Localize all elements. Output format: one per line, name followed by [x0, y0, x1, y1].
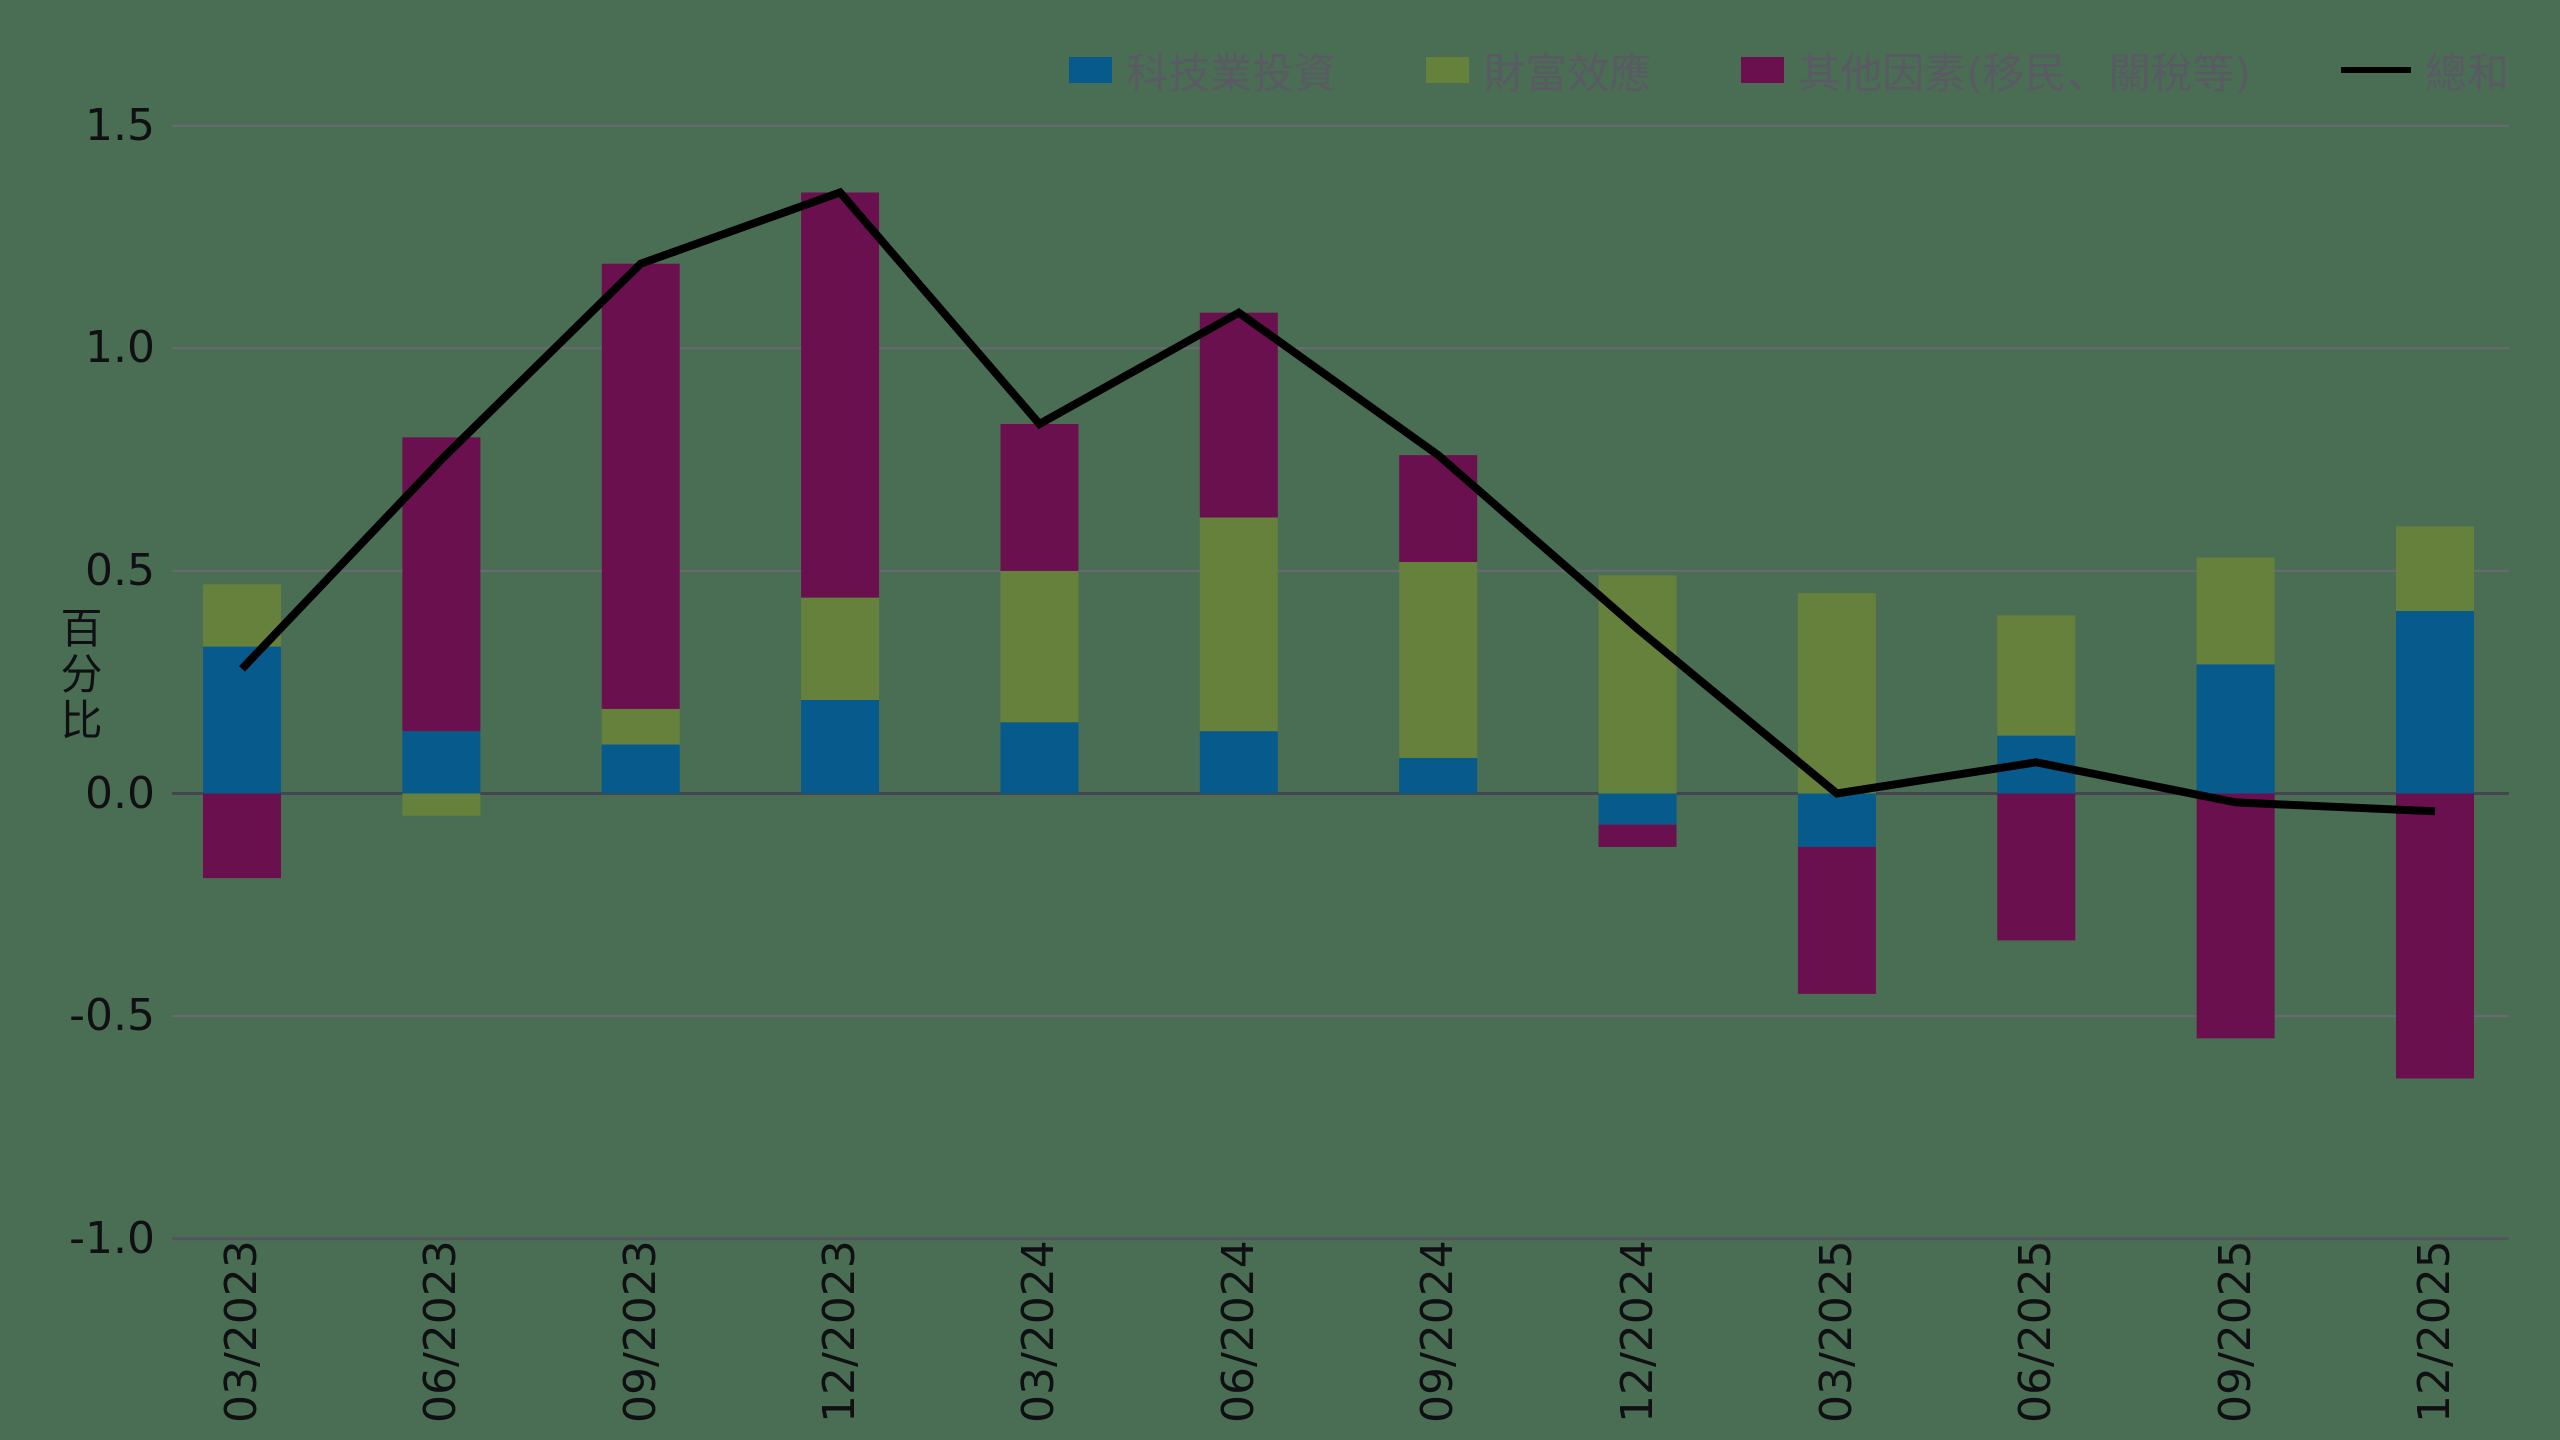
bar-segment — [203, 646, 281, 794]
legend-color-swatch — [1069, 57, 1113, 83]
bar-segment — [1199, 517, 1278, 732]
bar-segment — [2196, 557, 2275, 665]
bar-segment — [801, 192, 880, 598]
y-tick-label: -0.5 — [69, 990, 155, 1042]
x-tick-label: 03/2024 — [1013, 1239, 1065, 1423]
legend-label: 財富效應 — [1483, 48, 1652, 98]
x-tick-label: 12/2024 — [1611, 1239, 1663, 1423]
legend-label: 總和 — [2424, 48, 2509, 98]
bar-segment — [1797, 846, 1876, 994]
bar-segment — [1399, 757, 1478, 794]
x-tick-label: 03/2025 — [1810, 1239, 1862, 1423]
x-tick-label: 06/2025 — [2010, 1239, 2062, 1423]
bar-segment — [402, 793, 481, 816]
bar-segment — [2395, 526, 2474, 611]
x-tick-label: 09/2024 — [1412, 1239, 1464, 1423]
bar-segment — [801, 700, 880, 794]
legend-line-swatch — [2340, 67, 2411, 73]
legend-color-swatch — [1426, 57, 1470, 83]
bar-segment — [1997, 793, 2076, 941]
bar-segment — [1199, 312, 1278, 518]
bar-segment — [601, 708, 680, 745]
bar-segment — [2395, 610, 2474, 794]
bar-segment — [601, 263, 680, 709]
x-tick-label: 09/2023 — [614, 1239, 666, 1423]
y-tick-label: 1.0 — [85, 322, 155, 374]
bar-segment — [1797, 593, 1876, 794]
x-tick-label: 06/2024 — [1212, 1239, 1264, 1423]
legend-item: 總和 — [2340, 40, 2509, 101]
legend-label: 其他因素(移民、關稅等) — [1798, 48, 2251, 98]
y-tick-label: -1.0 — [69, 1212, 155, 1264]
y-tick-label: 0.0 — [85, 767, 155, 819]
x-tick-label: 12/2025 — [2408, 1239, 2460, 1423]
y-axis-title: 百分比 — [54, 606, 103, 744]
x-tick-label: 09/2025 — [2209, 1239, 2261, 1423]
legend-item: 其他因素(移民、關稅等) — [1741, 40, 2251, 101]
bar-segment — [1000, 423, 1079, 571]
bar-segment — [1598, 824, 1677, 847]
x-tick-label: 06/2023 — [415, 1239, 467, 1423]
bar-segment — [1797, 793, 1876, 847]
bar-segment — [1598, 793, 1677, 825]
y-tick-label: 1.5 — [85, 99, 155, 151]
bar-segment — [1000, 722, 1079, 794]
legend: 科技業投資 財富效應 其他因素(移民、關稅等) 總和 — [1069, 40, 2509, 100]
bar-segment — [402, 731, 481, 794]
total-line — [239, 187, 2436, 816]
bar-segment — [801, 597, 880, 701]
legend-item: 科技業投資 — [1069, 40, 1336, 101]
bar-segment — [2196, 664, 2275, 794]
bar-segment — [203, 793, 281, 879]
bar-segment — [1399, 561, 1478, 758]
bar-segment — [402, 437, 481, 732]
legend-color-swatch — [1741, 57, 1785, 83]
x-tick-label: 12/2023 — [814, 1239, 866, 1423]
bar-segment — [1997, 615, 2076, 736]
x-tick-label: 03/2023 — [216, 1239, 267, 1423]
bar-segment — [1598, 575, 1677, 794]
bar-segment — [1199, 731, 1278, 794]
bar-segment — [2196, 793, 2275, 1039]
bar-segment — [1000, 570, 1079, 723]
bar-segment — [601, 744, 680, 794]
bar-segment — [1399, 455, 1478, 562]
bar-segment — [2395, 793, 2474, 1079]
legend-item: 財富效應 — [1426, 40, 1651, 101]
y-tick-label: 0.5 — [85, 544, 155, 596]
legend-label: 科技業投資 — [1126, 48, 1337, 98]
